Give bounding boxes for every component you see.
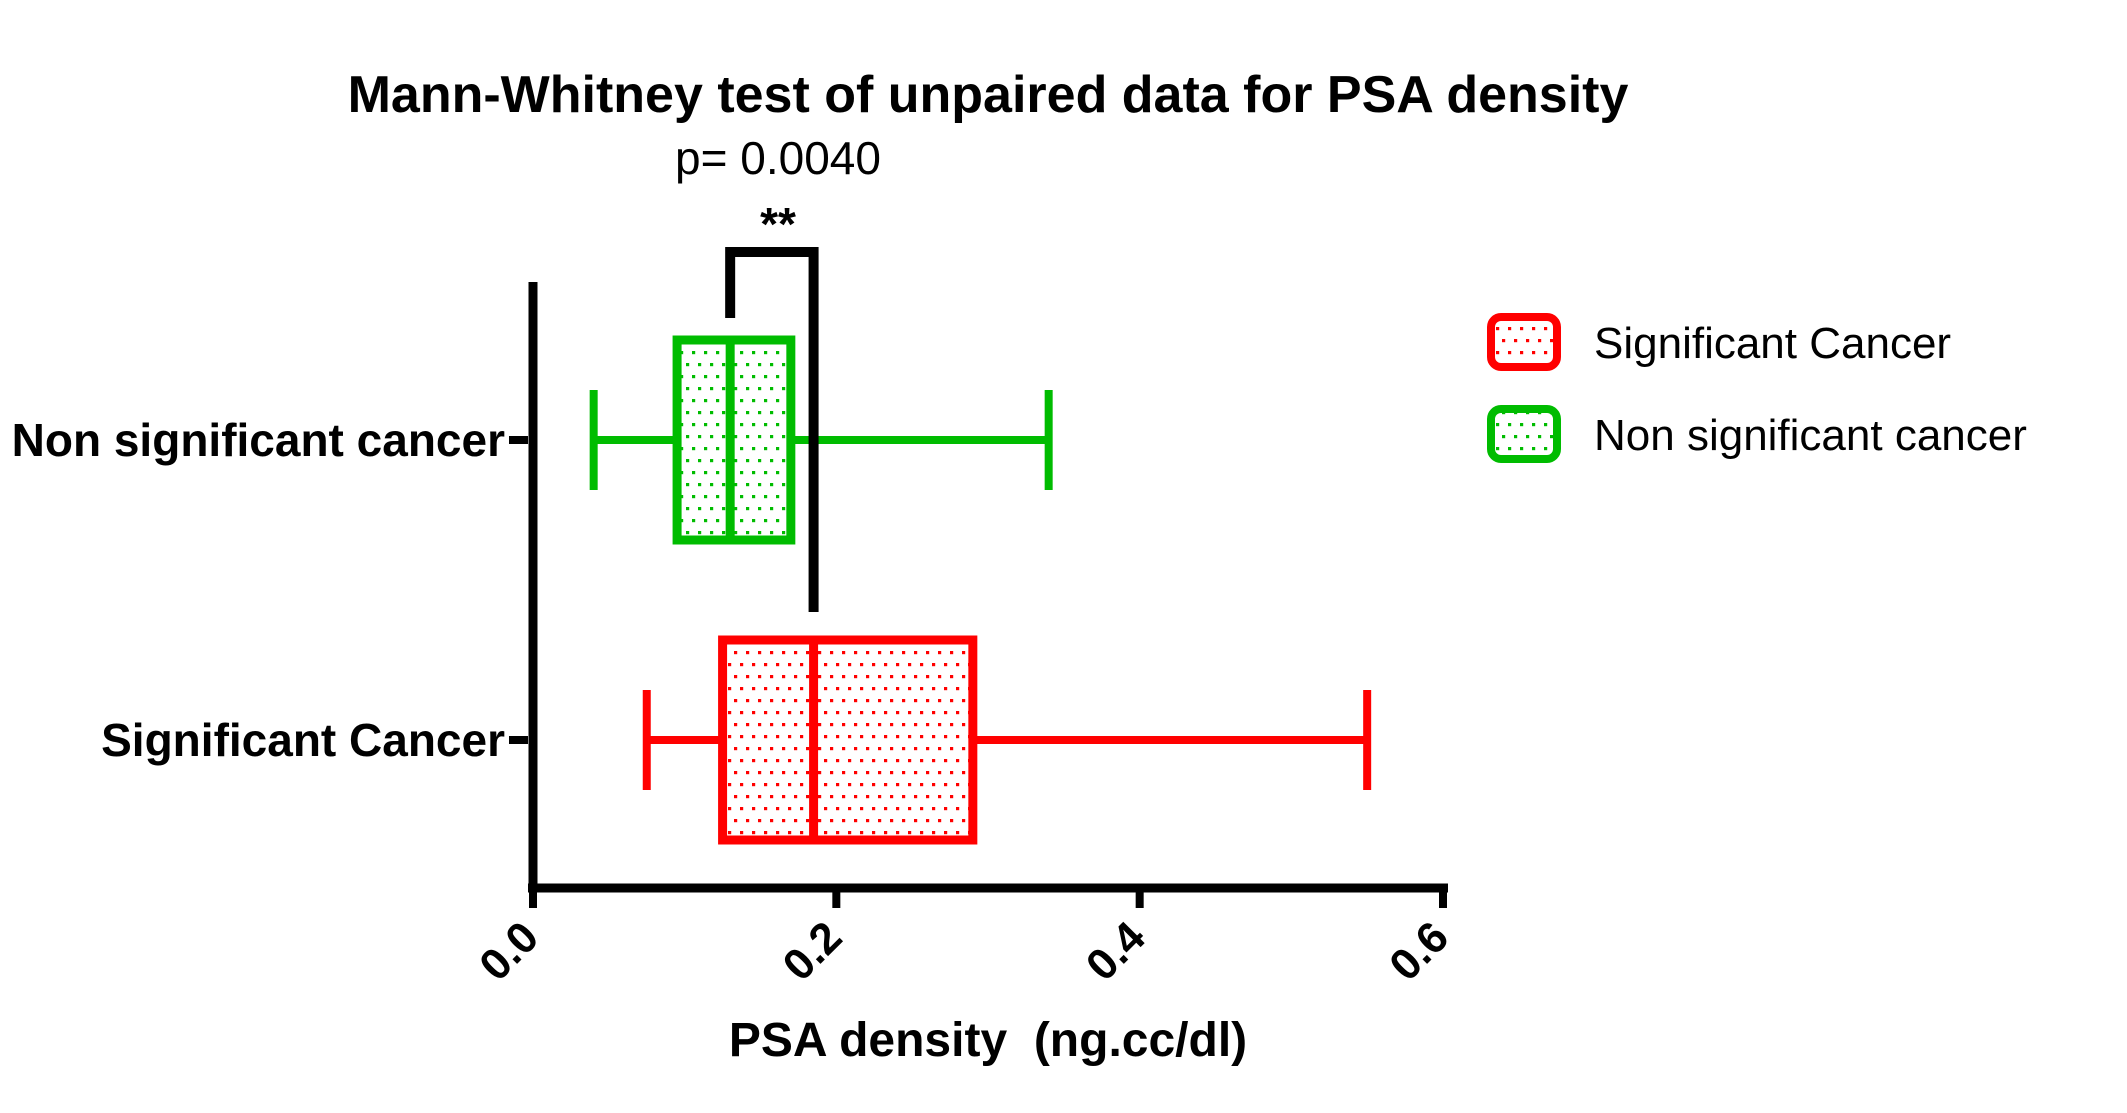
legend-swatch-non-significant-cancer	[1487, 405, 1561, 463]
x-tick-label: 0.4	[1077, 912, 1155, 990]
row-label-non-significant-cancer: Non significant cancer	[12, 414, 505, 466]
chart-title: Mann-Whitney test of unpaired data for P…	[348, 66, 1629, 124]
x-axis-title: PSA density (ng.cc/dl)	[729, 1014, 1247, 1067]
p-value-label: p= 0.0040	[675, 132, 881, 184]
plot-area: 0.0 0.2 0.4 0.6	[470, 247, 1458, 990]
row-label-significant-cancer: Significant Cancer	[101, 714, 505, 766]
legend-label-significant-cancer: Significant Cancer	[1594, 319, 1951, 368]
iqr-box-significant-cancer	[718, 635, 978, 845]
significance-bracket	[725, 247, 819, 612]
x-tick-label: 0.0	[470, 912, 548, 990]
x-tick-label: 0.2	[774, 912, 852, 990]
legend-swatch-significant-cancer	[1487, 313, 1561, 371]
boxplot-non-significant-cancer	[589, 335, 1053, 545]
x-tick-label: 0.6	[1380, 912, 1458, 990]
significance-stars: **	[760, 198, 796, 250]
legend: Significant Cancer Non significant cance…	[1487, 313, 2027, 463]
legend-label-non-significant-cancer: Non significant cancer	[1594, 411, 2027, 460]
boxplot-significant-cancer	[642, 635, 1372, 845]
